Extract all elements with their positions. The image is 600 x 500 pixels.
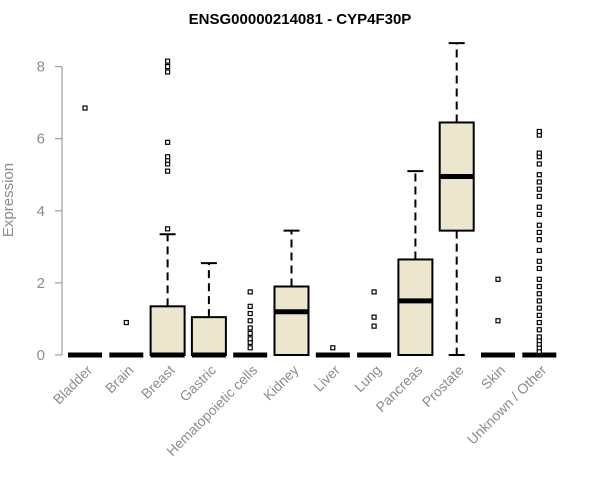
box-iqr	[397, 258, 434, 356]
box-group	[273, 229, 310, 357]
x-axis-tick-label: Bladder	[50, 362, 96, 408]
outlier-point	[165, 154, 171, 160]
box-group	[190, 262, 227, 358]
outlier-point	[536, 193, 542, 199]
outlier-point	[536, 229, 542, 236]
y-axis-label: Expression	[0, 163, 17, 237]
outlier-point	[371, 289, 377, 295]
outlier-point	[247, 345, 253, 351]
outlier-point	[536, 179, 542, 185]
box-group	[233, 289, 268, 358]
outlier-point	[371, 323, 377, 329]
outlier-point	[536, 237, 542, 243]
outlier-point	[330, 345, 336, 351]
box-iqr	[273, 285, 310, 357]
box-iqr	[190, 316, 227, 356]
outlier-point	[536, 258, 542, 264]
y-axis-tick-label: 6	[37, 131, 45, 148]
outlier-point	[536, 283, 542, 290]
outlier-point	[495, 276, 501, 282]
outlier-point	[495, 318, 501, 324]
outlier-point	[247, 325, 253, 331]
outlier-point	[536, 334, 542, 340]
y-axis-tick-label: 0	[37, 347, 45, 364]
outlier-point	[536, 211, 542, 218]
outlier-point	[165, 226, 171, 232]
outlier-point	[247, 318, 253, 324]
outlier-point	[536, 128, 542, 135]
x-axis-tick-label: Kidney	[260, 362, 302, 404]
outlier-point	[536, 150, 542, 156]
outlier-point	[536, 247, 542, 254]
outlier-point	[536, 312, 542, 318]
x-axis-tick-label: Prostate	[419, 362, 467, 410]
outlier-point	[247, 303, 253, 309]
y-axis-tick-label: 2	[37, 275, 45, 292]
box-group	[438, 42, 475, 356]
chart-title: ENSG00000214081 - CYP4F30P	[189, 11, 412, 28]
outlier-point	[165, 69, 171, 75]
outlier-point	[247, 289, 253, 295]
box-group	[149, 58, 186, 358]
box-group	[357, 289, 392, 358]
x-axis-tick-label: Lung	[351, 362, 384, 395]
y-axis-tick-label: 8	[37, 59, 45, 76]
outlier-point	[371, 314, 377, 320]
box-group	[68, 105, 102, 358]
outlier-point	[165, 58, 171, 64]
outlier-point	[165, 139, 171, 145]
outlier-point	[123, 319, 129, 326]
outlier-point	[536, 186, 542, 192]
outlier-point	[247, 310, 253, 317]
outlier-point	[536, 172, 542, 178]
box-iqr	[149, 305, 186, 356]
outlier-point	[536, 265, 542, 272]
x-axis-tick-label: Brain	[102, 362, 136, 396]
outlier-point	[247, 330, 253, 336]
outlier-point	[536, 204, 542, 210]
box-group	[481, 276, 515, 358]
outlier-point	[536, 319, 542, 326]
outlier-point	[536, 276, 542, 282]
outlier-point	[536, 161, 542, 167]
outlier-point	[165, 63, 171, 70]
box-group	[109, 319, 144, 358]
x-axis-tick-label: Breast	[138, 362, 178, 402]
box-group	[397, 170, 434, 356]
outlier-point	[536, 327, 542, 333]
box-series	[68, 42, 557, 358]
y-axis: 0 2 4 6 8	[37, 59, 63, 364]
outlier-point	[536, 298, 542, 304]
x-axis-tick-label: Liver	[310, 362, 343, 395]
outlier-point	[536, 305, 542, 311]
outlier-point	[536, 222, 542, 228]
box-group	[522, 128, 557, 358]
y-axis-tick-label: 4	[37, 203, 45, 220]
outlier-point	[165, 168, 171, 174]
outlier-point	[82, 105, 88, 111]
outlier-point	[247, 336, 253, 342]
outlier-point	[536, 291, 542, 297]
box-group	[315, 345, 350, 358]
x-axis-tick-label: Skin	[478, 362, 509, 393]
